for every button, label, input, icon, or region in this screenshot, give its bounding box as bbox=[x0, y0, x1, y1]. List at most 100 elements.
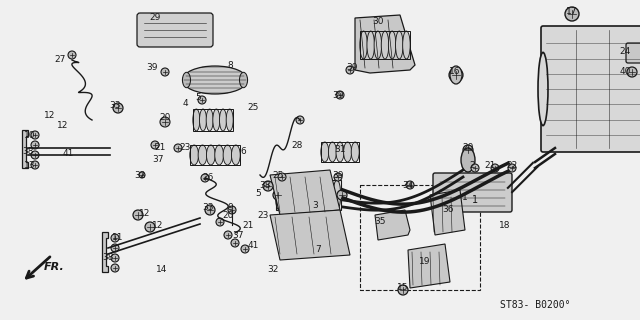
Circle shape bbox=[336, 91, 344, 99]
Text: 39: 39 bbox=[147, 63, 157, 73]
Text: 23: 23 bbox=[257, 211, 269, 220]
Circle shape bbox=[334, 173, 342, 181]
Text: 35: 35 bbox=[374, 218, 386, 227]
Text: 33: 33 bbox=[202, 204, 214, 212]
Ellipse shape bbox=[275, 180, 283, 210]
Ellipse shape bbox=[182, 66, 248, 94]
Ellipse shape bbox=[336, 142, 344, 162]
Circle shape bbox=[491, 164, 499, 172]
Ellipse shape bbox=[182, 72, 191, 88]
Circle shape bbox=[139, 172, 145, 178]
Circle shape bbox=[198, 96, 206, 104]
Text: 7: 7 bbox=[315, 245, 321, 254]
Ellipse shape bbox=[239, 72, 248, 88]
Bar bbox=[190, 145, 240, 165]
Circle shape bbox=[145, 222, 155, 232]
Text: 17: 17 bbox=[566, 7, 578, 17]
FancyBboxPatch shape bbox=[626, 43, 640, 63]
Text: 26: 26 bbox=[202, 173, 214, 182]
Polygon shape bbox=[102, 232, 108, 272]
Text: 36: 36 bbox=[442, 205, 454, 214]
Text: 41: 41 bbox=[247, 241, 259, 250]
Ellipse shape bbox=[207, 145, 215, 165]
Text: 2: 2 bbox=[469, 161, 475, 170]
Ellipse shape bbox=[321, 142, 329, 162]
Ellipse shape bbox=[538, 52, 548, 125]
Text: 20: 20 bbox=[222, 211, 234, 220]
Ellipse shape bbox=[223, 145, 232, 165]
Text: 21: 21 bbox=[484, 161, 496, 170]
Text: 37: 37 bbox=[232, 230, 244, 239]
Text: 39: 39 bbox=[346, 63, 358, 73]
Circle shape bbox=[201, 174, 209, 182]
Text: 34: 34 bbox=[403, 180, 413, 189]
Circle shape bbox=[31, 131, 39, 139]
Text: 20: 20 bbox=[462, 143, 474, 153]
Ellipse shape bbox=[360, 31, 367, 59]
Text: 18: 18 bbox=[499, 220, 511, 229]
Ellipse shape bbox=[333, 180, 340, 210]
Polygon shape bbox=[430, 190, 465, 235]
Polygon shape bbox=[408, 244, 450, 288]
Ellipse shape bbox=[213, 109, 220, 131]
Text: 41: 41 bbox=[62, 149, 74, 158]
Text: 31: 31 bbox=[334, 146, 346, 155]
Circle shape bbox=[31, 161, 39, 169]
Circle shape bbox=[231, 239, 239, 247]
Circle shape bbox=[31, 141, 39, 149]
Ellipse shape bbox=[312, 180, 319, 210]
Text: 5: 5 bbox=[255, 188, 261, 197]
Text: 12: 12 bbox=[152, 220, 164, 229]
Text: 16: 16 bbox=[449, 68, 461, 76]
Circle shape bbox=[161, 68, 169, 76]
Ellipse shape bbox=[388, 31, 396, 59]
Ellipse shape bbox=[344, 142, 351, 162]
Ellipse shape bbox=[326, 180, 333, 210]
Circle shape bbox=[508, 164, 516, 172]
Ellipse shape bbox=[193, 109, 200, 131]
Ellipse shape bbox=[200, 109, 207, 131]
Text: ST83- B0200°: ST83- B0200° bbox=[500, 300, 570, 310]
Ellipse shape bbox=[450, 66, 462, 84]
Polygon shape bbox=[270, 170, 340, 215]
Circle shape bbox=[111, 244, 119, 252]
Ellipse shape bbox=[461, 148, 475, 172]
Text: 39: 39 bbox=[332, 91, 344, 100]
Text: 1: 1 bbox=[472, 195, 478, 205]
Circle shape bbox=[113, 103, 123, 113]
Circle shape bbox=[241, 245, 249, 253]
Ellipse shape bbox=[297, 180, 305, 210]
Text: 10: 10 bbox=[24, 132, 36, 140]
Circle shape bbox=[31, 151, 39, 159]
FancyBboxPatch shape bbox=[137, 13, 213, 47]
Text: 24: 24 bbox=[620, 47, 630, 57]
Circle shape bbox=[151, 141, 159, 149]
Text: 32: 32 bbox=[134, 171, 146, 180]
Polygon shape bbox=[375, 210, 410, 240]
Text: 40: 40 bbox=[620, 68, 630, 76]
Ellipse shape bbox=[304, 180, 312, 210]
Bar bbox=[360, 31, 410, 59]
Ellipse shape bbox=[403, 31, 410, 59]
Ellipse shape bbox=[198, 145, 207, 165]
Text: 13: 13 bbox=[24, 161, 36, 170]
FancyBboxPatch shape bbox=[541, 26, 640, 152]
Text: 30: 30 bbox=[372, 18, 384, 27]
Text: 25: 25 bbox=[272, 171, 284, 180]
Circle shape bbox=[273, 190, 283, 200]
Circle shape bbox=[224, 231, 232, 239]
Circle shape bbox=[174, 144, 182, 152]
Text: 25: 25 bbox=[247, 103, 259, 113]
Text: 33: 33 bbox=[109, 100, 121, 109]
Text: 20: 20 bbox=[159, 114, 171, 123]
Circle shape bbox=[278, 173, 286, 181]
Text: 27: 27 bbox=[54, 55, 66, 65]
Circle shape bbox=[111, 264, 119, 272]
Text: 37: 37 bbox=[152, 156, 164, 164]
Text: 38: 38 bbox=[102, 253, 114, 262]
Circle shape bbox=[565, 7, 579, 21]
Text: 15: 15 bbox=[397, 284, 409, 292]
Text: 22: 22 bbox=[506, 161, 518, 170]
Ellipse shape bbox=[290, 180, 298, 210]
Polygon shape bbox=[22, 130, 28, 168]
